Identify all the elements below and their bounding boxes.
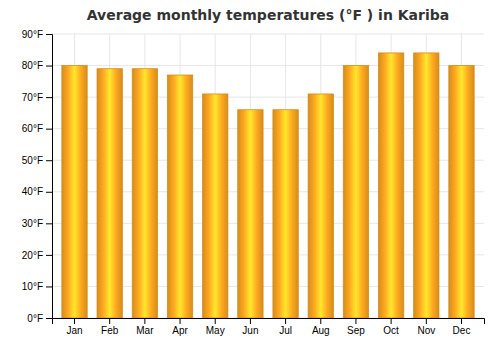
tick: 10°F — [22, 281, 52, 292]
tick-mark — [144, 318, 145, 324]
bar — [203, 94, 228, 318]
tick-mark — [46, 318, 52, 319]
bar — [449, 66, 474, 318]
tick: Feb — [101, 318, 119, 336]
tick-label: Nov — [417, 325, 435, 336]
grid-line — [52, 34, 484, 35]
tick-label: 0°F — [27, 313, 43, 324]
tick-mark — [109, 318, 110, 324]
tick: Apr — [172, 318, 188, 336]
tick-mark — [461, 318, 462, 324]
y-axis: 0°F 10°F 20°F 30°F 40°F 50°F 60°F 70°F 80°F 90°F — [22, 29, 53, 324]
tick-mark — [391, 318, 392, 324]
tick-mark — [46, 286, 52, 287]
tick: Jun — [242, 318, 258, 336]
bar — [238, 110, 263, 318]
bar — [308, 94, 333, 318]
tick: Aug — [312, 318, 330, 336]
tick-label: Sep — [347, 325, 365, 336]
tick-mark — [46, 255, 52, 256]
plot: 0°F 10°F 20°F 30°F 40°F 50°F 60°F 70°F 80°F 90°F J… — [22, 29, 485, 336]
chart: 0°F 10°F 20°F 30°F 40°F 50°F 60°F 70°F 80°F 90°F J… — [0, 0, 500, 350]
tick-label: Jun — [242, 325, 258, 336]
tick-mark — [355, 318, 356, 324]
tick: 0°F — [27, 313, 52, 324]
tick: Jan — [66, 318, 82, 336]
tick: 50°F — [22, 155, 52, 166]
tick-label: 90°F — [22, 29, 43, 40]
bar — [97, 69, 122, 318]
tick: Mar — [136, 318, 154, 336]
axis-line — [53, 319, 485, 325]
tick: 70°F — [22, 92, 52, 103]
tick-mark — [46, 66, 52, 67]
tick-mark — [46, 129, 52, 130]
tick: Jul — [279, 318, 292, 336]
bar — [414, 53, 439, 318]
tick: Dec — [453, 318, 471, 336]
grid — [52, 34, 484, 318]
bar — [167, 75, 192, 318]
bar — [132, 69, 157, 318]
tick-mark — [285, 318, 286, 324]
tick: Nov — [417, 318, 435, 336]
tick: 90°F — [22, 29, 52, 40]
tick-label: 10°F — [22, 281, 43, 292]
bar — [62, 66, 87, 318]
tick-label: Aug — [312, 325, 330, 336]
tick-mark — [46, 97, 52, 98]
tick-mark — [250, 318, 251, 324]
tick: Sep — [347, 318, 365, 336]
tick-label: 80°F — [22, 60, 43, 71]
tick-mark — [426, 318, 427, 324]
tick-mark — [46, 192, 52, 193]
title: Average monthly temperatures (°F ) in Ka… — [87, 7, 449, 23]
tick: 20°F — [22, 250, 52, 261]
tick-label: May — [206, 325, 225, 336]
tick-mark — [180, 318, 181, 324]
x-axis: Jan Feb Mar Apr May Jun Jul Aug Sep Oct Nov Dec — [53, 318, 485, 336]
tick: Oct — [383, 318, 399, 336]
bar — [273, 110, 298, 318]
tick: 80°F — [22, 60, 52, 71]
bar — [378, 53, 403, 318]
tick-label: 50°F — [22, 155, 43, 166]
tick: 60°F — [22, 123, 52, 134]
tick-mark — [46, 223, 52, 224]
tick: May — [206, 318, 225, 336]
tick-label: Oct — [383, 325, 399, 336]
bars — [62, 53, 474, 318]
tick: 40°F — [22, 186, 52, 197]
tick-label: Apr — [172, 325, 188, 336]
tick-label: 30°F — [22, 218, 43, 229]
bar — [343, 66, 368, 318]
tick-label: Jan — [66, 325, 82, 336]
tick-label: Feb — [101, 325, 119, 336]
tick-label: 40°F — [22, 186, 43, 197]
tick-label: Jul — [279, 325, 292, 336]
tick: 30°F — [22, 218, 52, 229]
tick-mark — [320, 318, 321, 324]
tick-label: 70°F — [22, 92, 43, 103]
tick-label: 60°F — [22, 123, 43, 134]
tick-label: Mar — [136, 325, 154, 336]
tick-mark — [215, 318, 216, 324]
axis-line — [46, 35, 53, 319]
tick-label: Dec — [453, 325, 471, 336]
tick-mark — [46, 160, 52, 161]
tick-label: 20°F — [22, 250, 43, 261]
tick-mark — [74, 318, 75, 324]
tick-mark — [46, 34, 52, 35]
